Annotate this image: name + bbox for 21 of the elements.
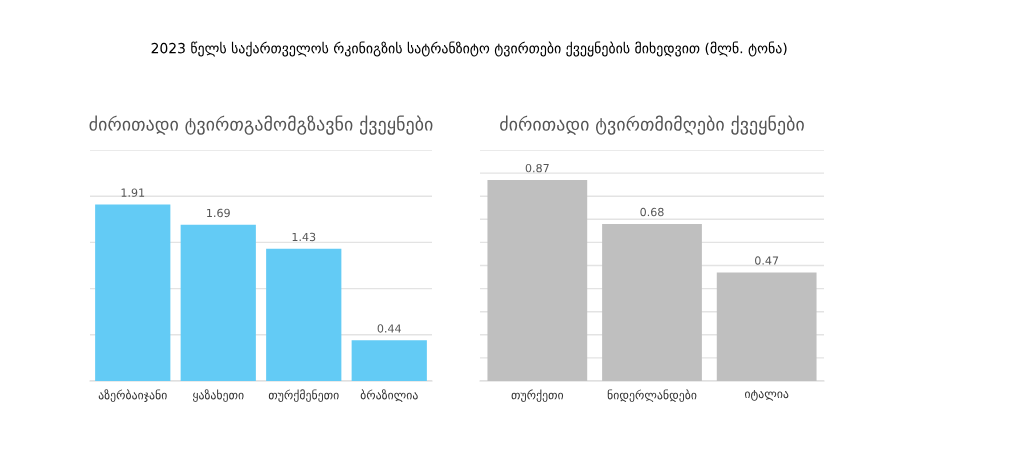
data-label: 0.47 — [755, 256, 779, 265]
x-tick-label: თურქმენეთი — [268, 389, 339, 402]
x-tick-label: ნიდერლანდები — [607, 389, 697, 402]
x-tick-label: იტალია — [744, 389, 789, 401]
x-tick-label: აზერბაიჯანი — [98, 389, 167, 403]
bar — [95, 204, 171, 381]
data-label: 1.69 — [207, 208, 230, 218]
x-tick-label: ყაზახეთი — [192, 389, 244, 403]
data-label: 0.44 — [377, 324, 401, 333]
data-label: 1.43 — [292, 232, 316, 242]
chart-title: ძირითადი ტვირთმიმღები ქვეყნები — [500, 115, 804, 135]
x-tick-label: ბრაზილია — [360, 389, 418, 402]
chart-title: ძირითადი ტვირთგამომგზავნი ქვეყნები — [89, 115, 433, 135]
bar — [180, 224, 256, 381]
bar — [266, 248, 342, 381]
bar — [351, 340, 427, 381]
data-label: 0.87 — [525, 163, 549, 173]
data-label: 0.68 — [640, 207, 664, 217]
text: 2023 წელს საქართველოს რკინიგზის სატრანზიტო ტვირთები ქვეყნების მიხედვით (მლნ. ტონა) — [151, 41, 787, 57]
x-tick-label: თურქეთი — [511, 389, 564, 402]
data-label: 1.91 — [121, 188, 145, 197]
